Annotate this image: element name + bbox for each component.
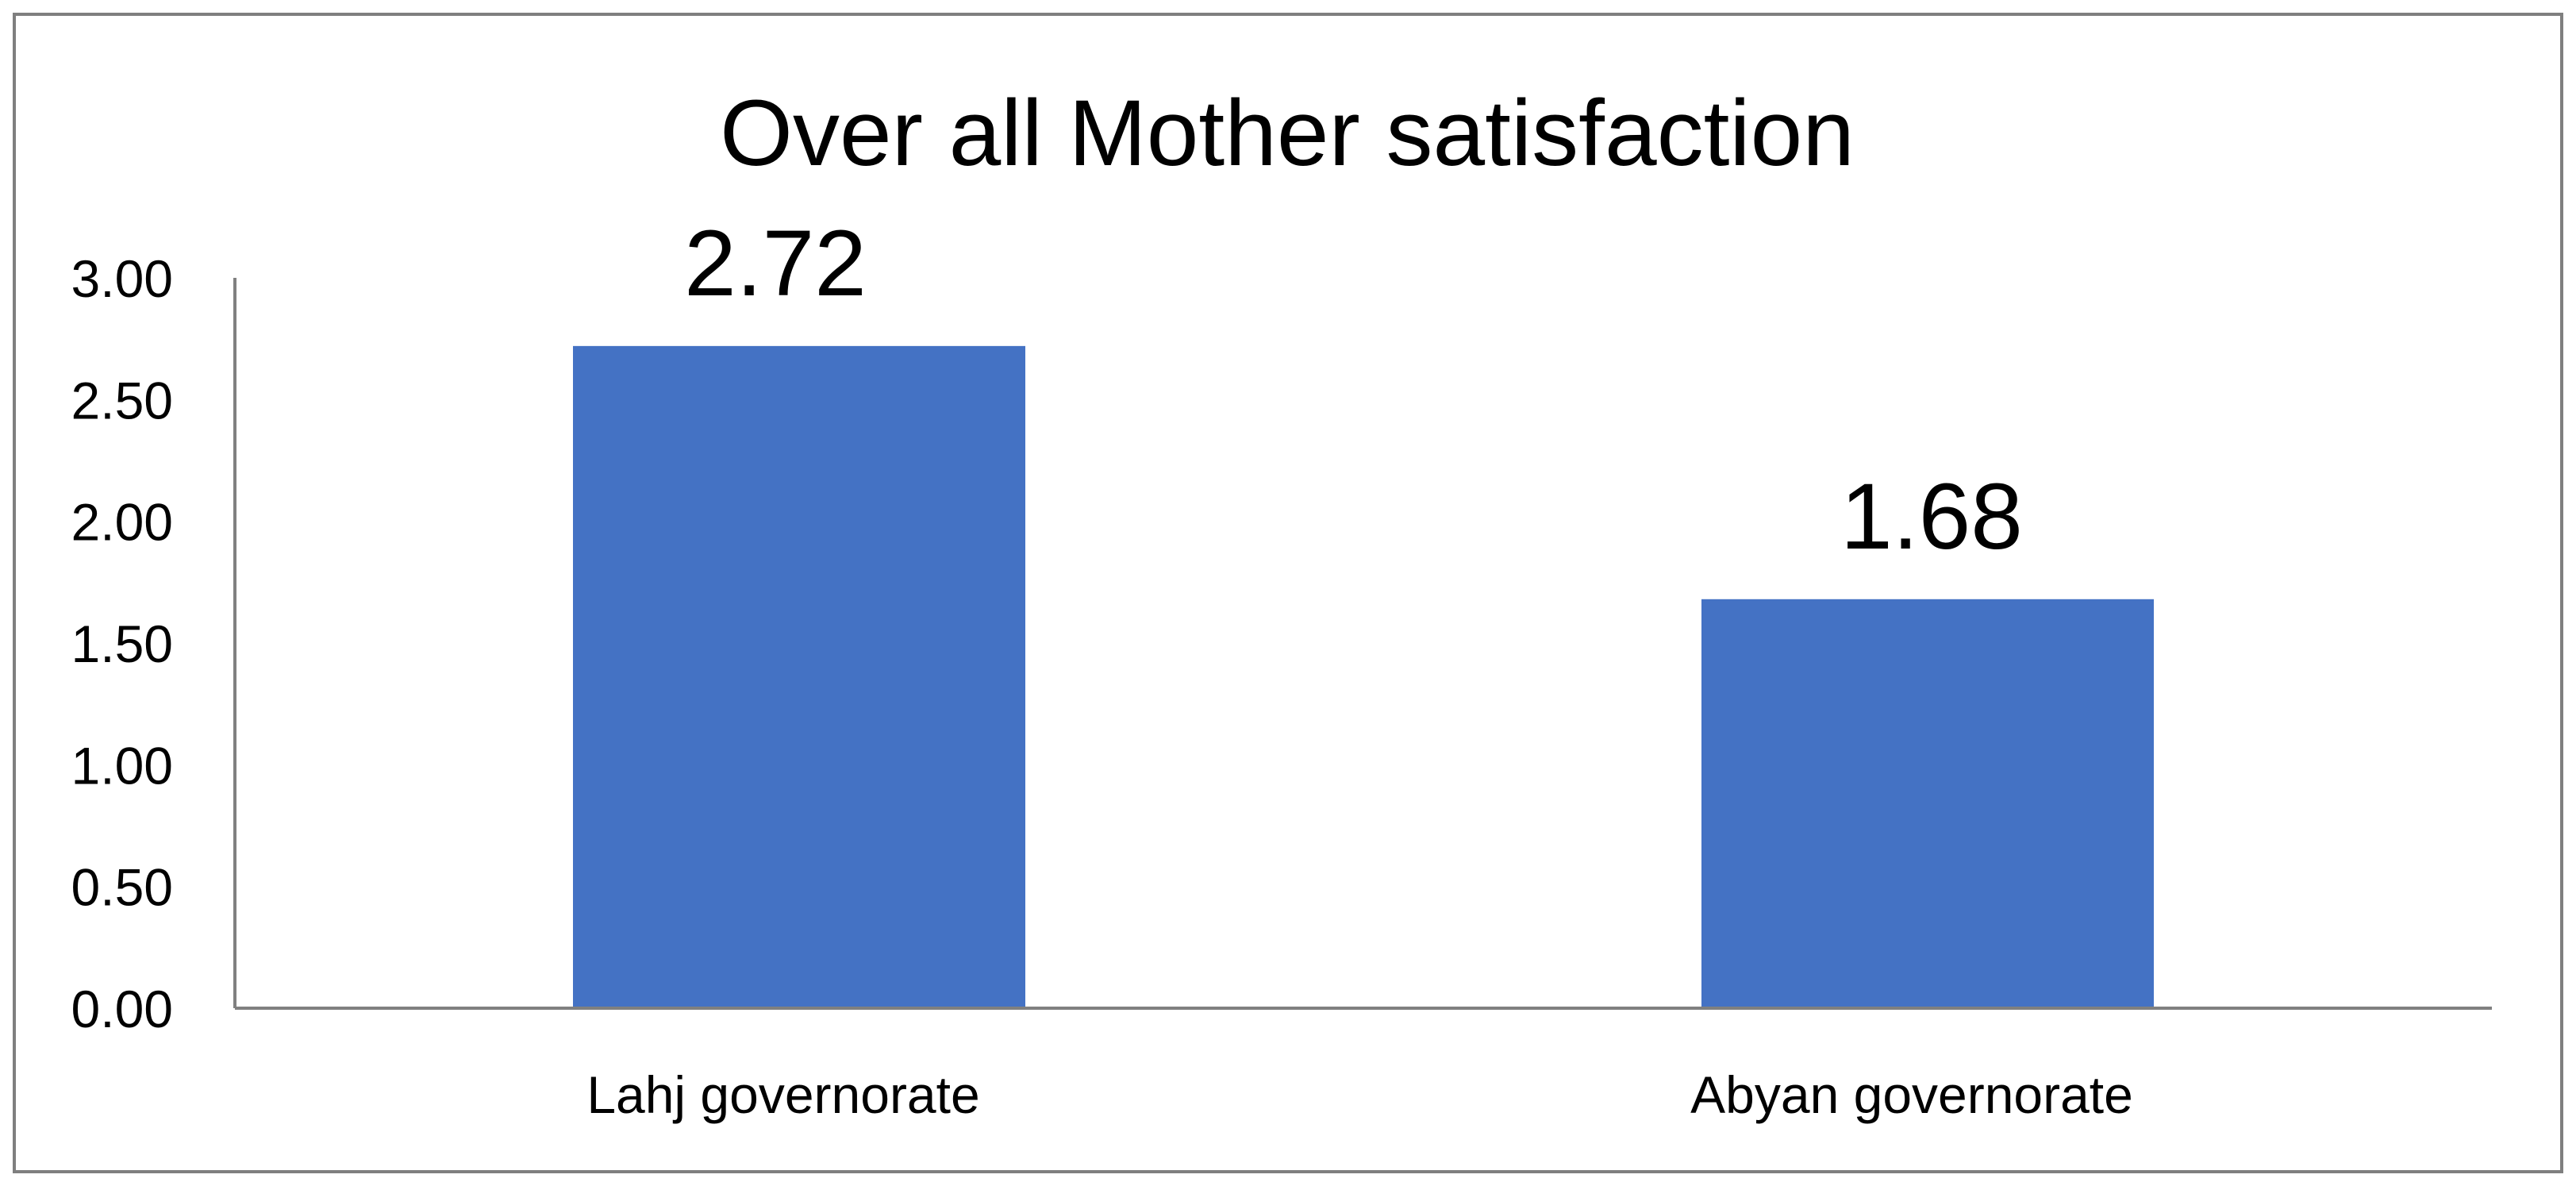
- chart-title: Over all Mother satisfaction: [720, 81, 1855, 186]
- bar: [1701, 599, 2154, 1008]
- y-tick-label: 1.50: [71, 614, 173, 673]
- bars-group: [573, 345, 2154, 1008]
- bar: [573, 345, 1025, 1008]
- y-tick-label: 0.00: [71, 980, 173, 1038]
- y-tick-label: 1.00: [71, 736, 173, 795]
- bar-data-label: 2.72: [684, 211, 867, 316]
- y-tick-label: 3.00: [71, 249, 173, 308]
- x-axis-category-labels: Lahj governorate Abyan governorate: [586, 1065, 2133, 1124]
- y-tick-label: 2.50: [71, 371, 173, 429]
- y-tick-label: 2.00: [71, 493, 173, 552]
- bar-data-label: 1.68: [1840, 464, 2023, 569]
- chart-border: [13, 13, 2563, 1173]
- x-category-label: Abyan governorate: [1690, 1065, 2133, 1124]
- y-axis-tick-labels: 0.00 0.50 1.00 1.50 2.00 2.50 3.00: [71, 249, 173, 1038]
- y-tick-label: 0.50: [71, 858, 173, 917]
- x-category-label: Lahj governorate: [586, 1065, 979, 1124]
- data-labels-group: 2.72 1.68: [684, 211, 2023, 569]
